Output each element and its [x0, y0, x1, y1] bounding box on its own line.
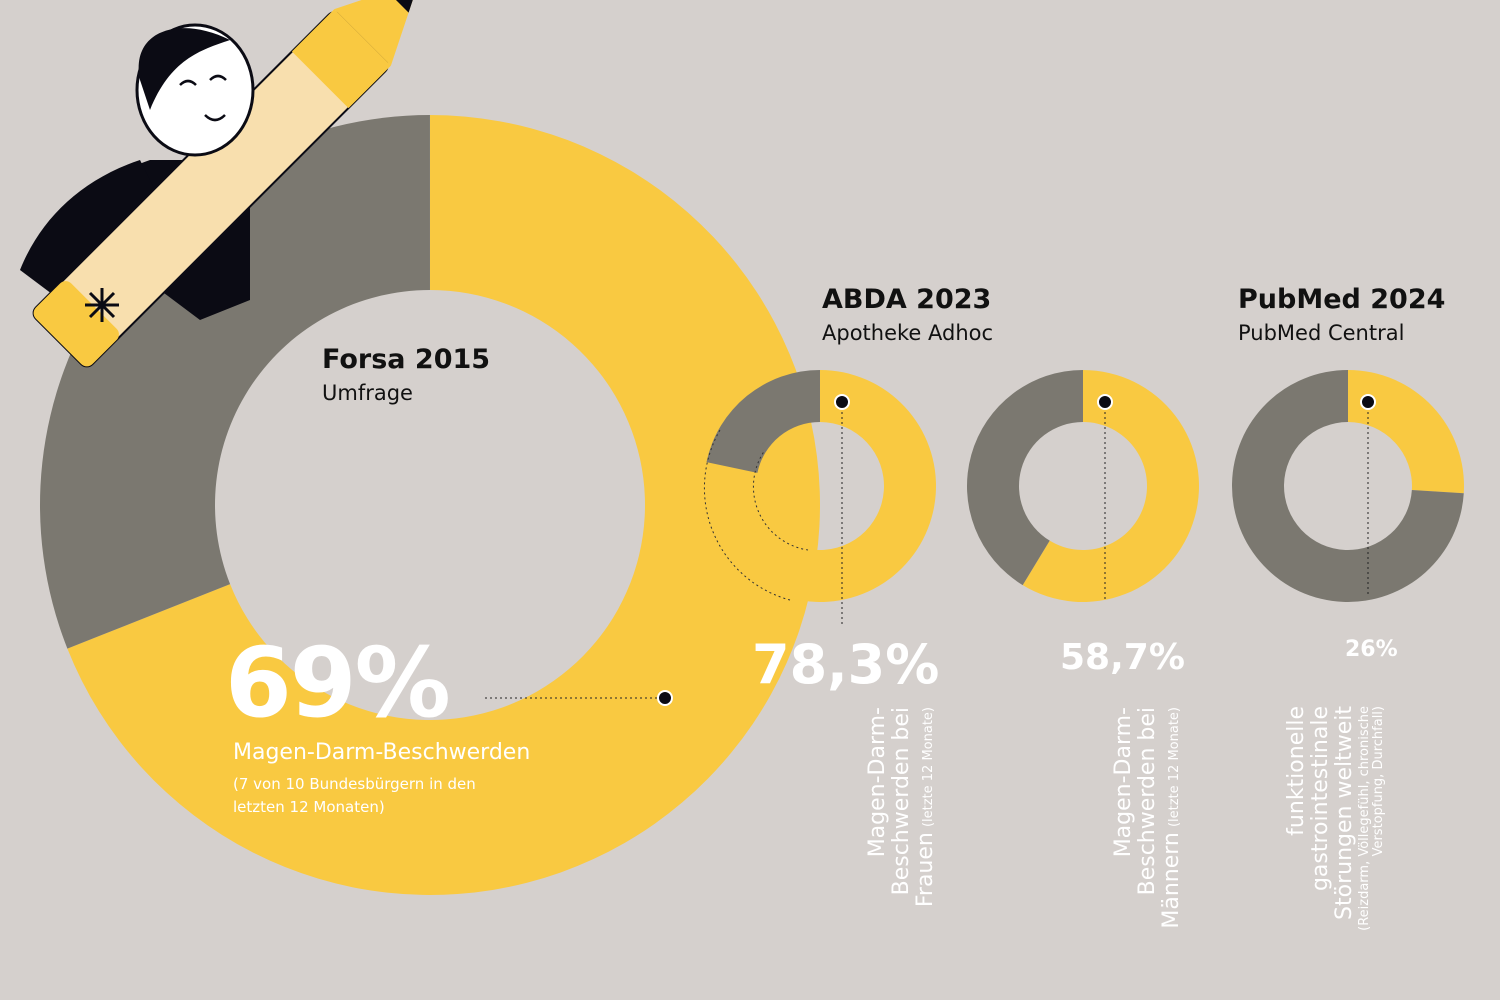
- pubmed-label: funktionelle gastrointestinale Störungen…: [1284, 706, 1358, 920]
- forsa-subtitle: Umfrage: [322, 381, 413, 405]
- pubmed-title: PubMed 2024: [1238, 284, 1446, 315]
- donut-segment-rest: [1231, 370, 1464, 602]
- marker-dot: [657, 690, 673, 706]
- men-note: (letzte 12 Monate): [1167, 707, 1183, 828]
- women-value: 78,3%: [752, 633, 940, 696]
- women-label-block: Magen-Darm-Beschwerden bei Frauen (letzt…: [865, 707, 939, 935]
- donut-segment-value: [704, 370, 936, 602]
- marker-dot: [834, 394, 850, 410]
- marker-dot: [1360, 394, 1376, 410]
- pubmed-note: (Reizdarm, Völlegefühl, chronische Verst…: [1356, 706, 1386, 931]
- forsa-title: Forsa 2015: [322, 344, 491, 375]
- forsa-note: (7 von 10 Bundesbürgern in den letzten 1…: [233, 775, 476, 816]
- donut-segment-value: [1022, 370, 1199, 602]
- person-illustration: [20, 0, 420, 368]
- pubmed-value: 26%: [1345, 637, 1398, 662]
- men-label-block: Magen-Darm-Beschwerden bei Männern (letz…: [1111, 707, 1185, 955]
- forsa-label: Magen-Darm-Beschwerden: [233, 740, 531, 765]
- women-note: (letzte 12 Monate): [921, 707, 937, 828]
- forsa-value: 69%: [225, 627, 451, 739]
- abda-title: ABDA 2023: [822, 284, 992, 315]
- donut-segment-rest: [706, 370, 820, 473]
- dotted-overlay: [703, 429, 809, 601]
- abda-subtitle: Apotheke Adhoc: [822, 321, 994, 345]
- pubmed-label-block: funktionelle gastrointestinale Störungen…: [1284, 706, 1386, 978]
- men-value: 58,7%: [1060, 637, 1185, 678]
- callout-markers: [485, 402, 1369, 699]
- pubmed-subtitle: PubMed Central: [1238, 321, 1405, 345]
- donut-segment-value: [67, 115, 821, 895]
- marker-dot: [1097, 394, 1113, 410]
- asterisk-icon: [85, 288, 119, 322]
- donut-segment-rest: [967, 370, 1083, 586]
- donut-segment-value: [1348, 370, 1464, 494]
